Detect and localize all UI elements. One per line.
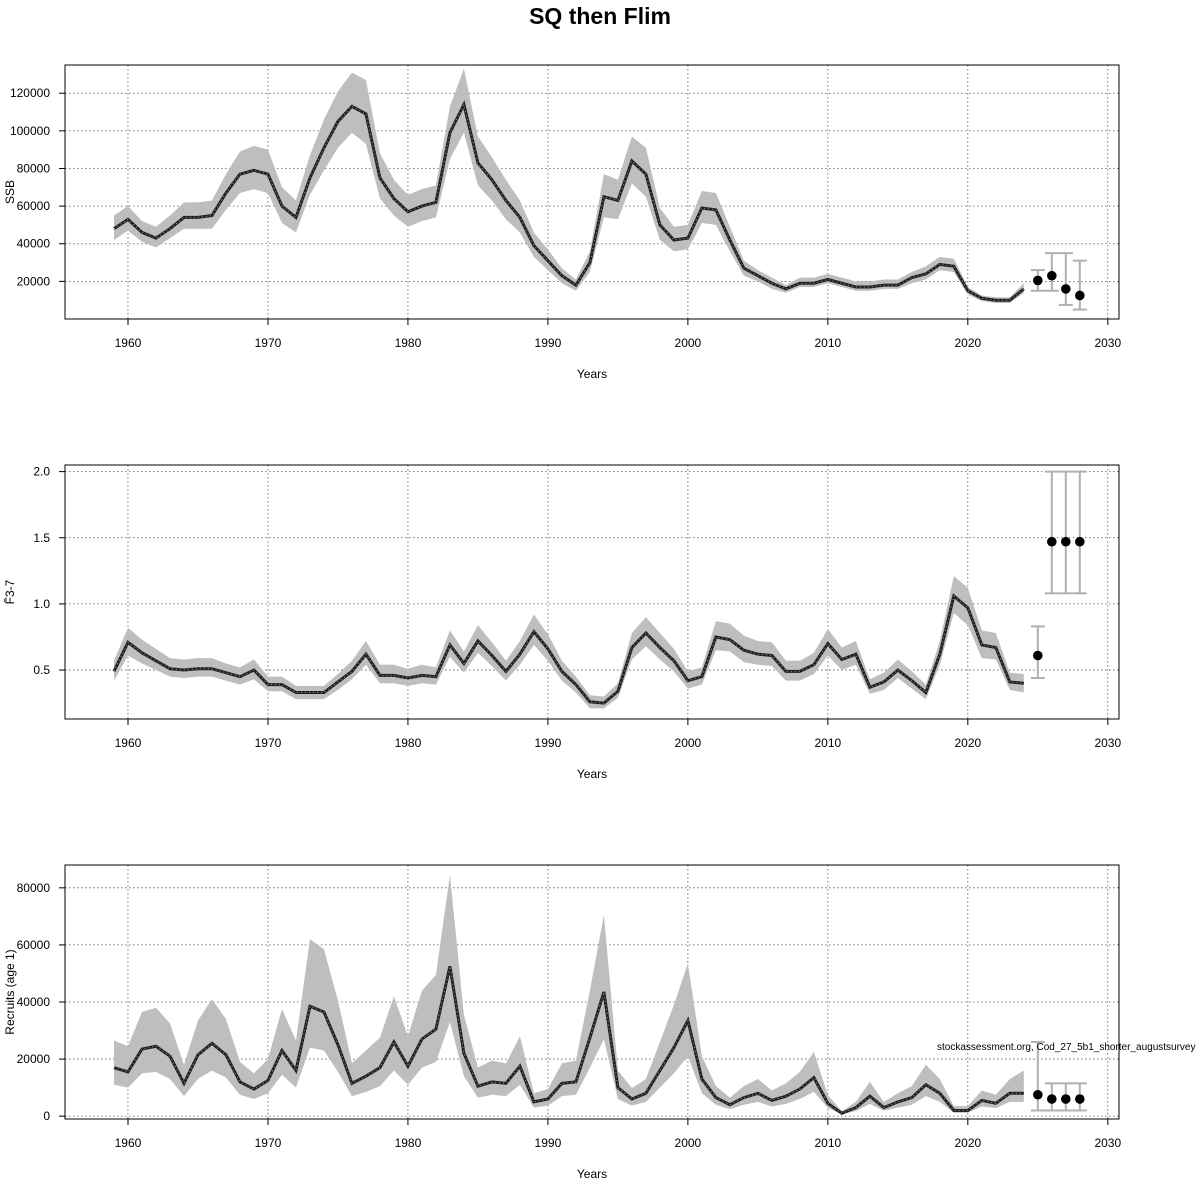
x-tick-label: 1970 [255, 736, 282, 750]
panel-2: 1960 1970 1980 1990 2000 2010 2020 2030 0.5 1.0 1.… [3, 464, 1121, 781]
x-tick-label: 2020 [954, 336, 981, 350]
x-tick-label: 2000 [675, 336, 702, 350]
confidence-band [113, 874, 1024, 1115]
forecast-point [1075, 536, 1085, 547]
x-tick-label: 1960 [115, 336, 142, 350]
x-tick-label: 2030 [1094, 1136, 1121, 1150]
x-axis-label: Years [577, 1167, 607, 1181]
y-tick-label: 20000 [17, 1052, 51, 1066]
y-axis-label: Recruits (age 1) [3, 949, 17, 1034]
forecast-point [1075, 1094, 1085, 1104]
estimate-line [113, 100, 1025, 302]
forecast-point [1047, 1094, 1057, 1104]
confidence-band [113, 68, 1024, 304]
forecast-point [1033, 1089, 1043, 1100]
plot-frame [64, 864, 1120, 1120]
y-tick-label: 120000 [10, 86, 50, 100]
y-tick-label: 20000 [17, 274, 51, 288]
estimate-line [112, 593, 1024, 705]
estimate-line-dots [113, 595, 1024, 704]
panels: 1960 1970 1980 1990 2000 2010 2020 203020000400… [3, 64, 1121, 1181]
forecast-point [1061, 1094, 1071, 1104]
forecast-point [1047, 536, 1057, 547]
y-tick-label: 60000 [17, 199, 51, 213]
x-tick-label: 2000 [675, 736, 702, 750]
forecast-point [1033, 650, 1043, 661]
estimate-line-dots [113, 103, 1025, 301]
y-tick-label: 0.5 [33, 663, 50, 677]
forecast-point [1061, 284, 1071, 294]
y-tick-label: 1.0 [33, 597, 50, 611]
x-tick-label: 2000 [675, 1136, 702, 1150]
plot-frame [64, 64, 1120, 320]
y-tick-label: 2.0 [33, 465, 50, 479]
confidence-band [113, 576, 1024, 709]
plot-frame [64, 464, 1120, 720]
x-tick-label: 1970 [255, 336, 282, 350]
y-tick-label: 0 [43, 1109, 50, 1123]
x-tick-label: 1980 [395, 1136, 422, 1150]
x-tick-label: 1970 [255, 1136, 282, 1150]
x-tick-label: 1990 [535, 736, 562, 750]
y-tick-label: 80000 [17, 881, 51, 895]
forecast-point [1061, 536, 1071, 547]
panel-1: 1960 1970 1980 1990 2000 2010 2020 2030 20000 400… [3, 64, 1121, 381]
y-tick-label: 40000 [17, 995, 51, 1009]
y-tick-label: 60000 [17, 938, 51, 952]
forecast-point [1033, 275, 1043, 286]
x-tick-label: 1980 [395, 736, 422, 750]
y-axis-label: F̄3-7 [3, 579, 17, 604]
forecast-point [1047, 270, 1057, 281]
watermark-text: stockassessment.org, Cod_27_5b1_shorter_… [937, 1042, 1195, 1053]
y-tick-label: 80000 [17, 161, 51, 175]
y-tick-label: 1.5 [33, 531, 50, 545]
forecast-point [1075, 290, 1085, 301]
chart-title: SQ then Flim [529, 3, 671, 29]
x-tick-label: 2010 [815, 1136, 842, 1150]
y-tick-label: 100000 [10, 124, 50, 138]
x-tick-label: 2010 [815, 736, 842, 750]
x-tick-label: 2030 [1094, 736, 1121, 750]
y-tick-label: 40000 [17, 237, 51, 251]
x-tick-label: 2010 [815, 336, 842, 350]
x-tick-label: 1980 [395, 336, 422, 350]
panel-3: 1960 1970 1980 1990 2000 2010 2020 2030 0 20000 40… [3, 864, 1121, 1181]
x-axis-label: Years [577, 767, 607, 781]
x-tick-label: 1990 [535, 1136, 562, 1150]
x-tick-label: 2030 [1094, 336, 1121, 350]
x-tick-label: 1960 [115, 1136, 142, 1150]
x-tick-label: 2020 [954, 736, 981, 750]
x-tick-label: 1960 [115, 736, 142, 750]
x-tick-label: 2020 [954, 1136, 981, 1150]
x-tick-label: 1990 [535, 336, 562, 350]
x-axis-label: Years [577, 367, 607, 381]
estimate-line-dots [113, 966, 1024, 1114]
y-axis-label: SSB [3, 180, 17, 204]
